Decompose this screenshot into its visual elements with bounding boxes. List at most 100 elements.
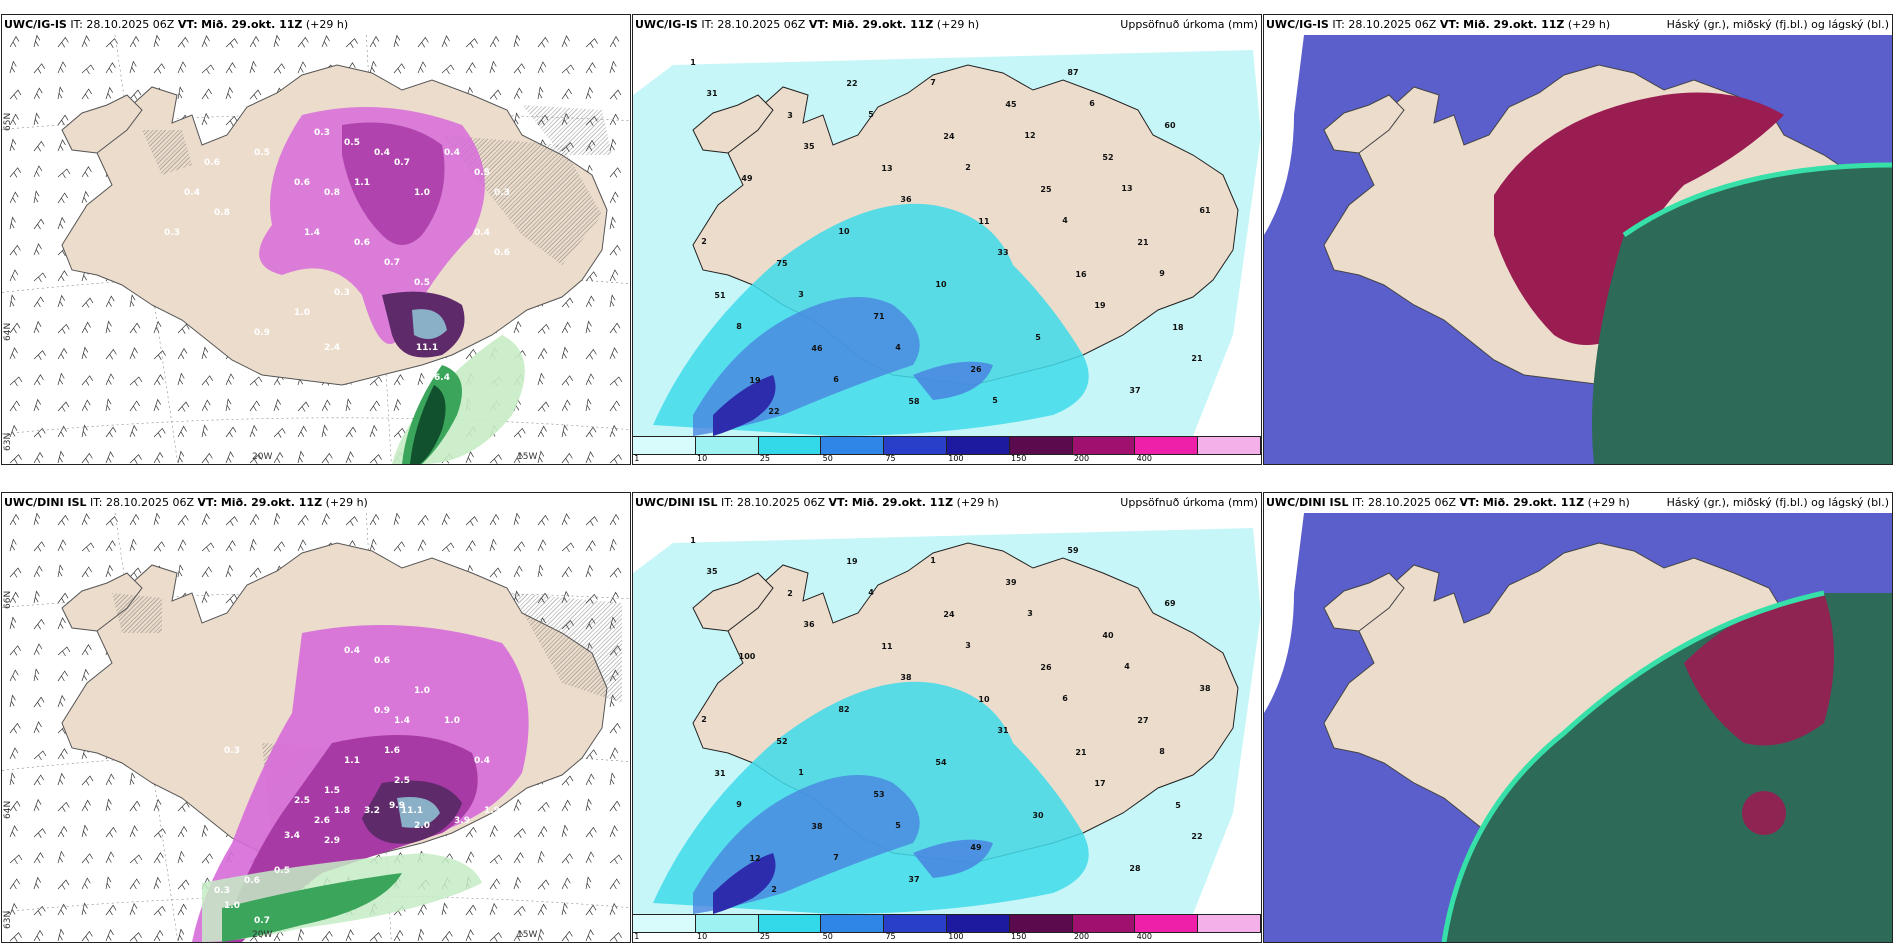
precip-rate-value: 0.9 [374,706,390,716]
accum-value: 52 [1102,153,1113,162]
precip-rate-value: 0.4 [474,228,490,238]
panel-igis-accum-precip: UWC/IG-IS IT: 28.10.2025 06Z VT: Mið. 29… [632,14,1262,465]
accum-value: 3 [798,290,804,299]
legend-tick: 200 [1073,932,1090,941]
accum-value: 11 [881,642,893,651]
accum-value: 22 [768,407,779,416]
lead-time: (+29 h) [325,496,368,509]
lon-label-2: 15W [517,930,537,940]
vt-label: VT: [828,496,849,509]
precip-rate-value: 11.1 [401,806,423,816]
accum-value: 6 [1089,99,1095,108]
valid-time: Mið. 29.okt. 11Z [220,496,323,509]
accum-value: 6 [1062,694,1068,703]
model-name: UWC/IG-IS [635,18,698,31]
vt-label: VT: [177,18,198,31]
precip-rate-value: 0.6 [374,656,390,666]
precip-rate-value: 0.5 [344,138,360,148]
accum-value: 87 [1067,68,1078,77]
accum-value: 19 [1094,301,1106,310]
precip-rate-value: 2.5 [294,796,310,806]
accum-value: 59 [1067,546,1079,555]
precip-rate-value: 0.5 [254,148,270,158]
precip-shade-50-75 [713,375,776,436]
accum-value: 22 [1191,832,1202,841]
precip-rate-value: 0.7 [254,916,270,926]
accum-value: 9 [736,800,742,809]
precip-rate-value: 0.3 [334,288,350,298]
legend-swatch [821,915,885,932]
init-time: 28.10.2025 06Z [1368,496,1457,509]
accum-value: 2 [771,885,777,894]
precip-rate-value: 2.0 [414,821,430,831]
accum-value: 31 [714,769,726,778]
model-name: UWC/IG-IS [4,18,67,31]
accum-value: 71 [873,312,885,321]
panel-header: UWC/DINI ISL IT: 28.10.2025 06Z VT: Mið.… [1264,493,1892,513]
westfjords-landmass [1323,94,1405,154]
precip-rate-value: 1.5 [324,786,340,796]
precip-rate-value: 0.6 [204,158,220,168]
accum-value: 5 [992,396,998,405]
legend-bar [633,914,1261,933]
legend-swatch [1198,915,1261,932]
precip-rate-map[interactable]: 0.4 0.6 1.0 1.4 1.6 1.1 1.5 2.5 3.2 2.0 9.911.1 3.9… [2,513,630,942]
precip-rate-value: 1.0 [414,188,430,198]
accum-value: 27 [1137,716,1148,725]
accum-value: 40 [1102,631,1114,640]
legend-tick: 200 [1073,454,1090,463]
precip-rate-value: 0.7 [394,158,410,168]
accum-value: 38 [811,822,823,831]
accum-value: 82 [838,705,849,714]
accum-value: 25 [1040,185,1052,194]
accum-precip-map[interactable]: 1313111618192224252151465845526175712687… [633,35,1261,436]
accum-value: 36 [803,620,815,629]
precip-rate-map[interactable]: 0.3 0.5 0.4 0.6 0.8 1.1 0.7 1.0 1.4 2.4 0.6 11.1 6.4… [2,35,630,464]
valid-time: Mið. 29.okt. 11Z [1463,18,1565,31]
accum-value: 58 [908,397,920,406]
legend-tick: 75 [885,932,896,941]
legend-swatch [695,437,759,454]
accum-precip-map[interactable]: 1211102151219242627313837394038525349596… [633,513,1261,914]
lead-time: (+29 h) [936,18,980,31]
snow-hatch-area [512,593,622,703]
accum-value: 21 [1191,354,1203,363]
accum-value: 8 [736,322,742,331]
precip-shade-glacier [913,361,993,400]
precip-rate-value: 0.4 [184,188,200,198]
cloud-cover-map[interactable] [1264,35,1892,464]
it-label: IT: [70,18,83,31]
precip-rate-value: 3.9 [454,816,470,826]
lat-label-2: 64N [3,801,13,819]
legend-swatch [1072,915,1136,932]
legend-swatch [695,915,759,932]
legend-tick: 25 [759,454,771,463]
accum-value: 6 [833,375,839,384]
precip-rate-value: 0.6 [294,178,310,188]
lat-label-1: 65N [3,113,13,131]
legend-tick: 1 [634,932,640,941]
color-scale-legend: 1 10 25 50 75 100 150 200 400 [633,914,1261,942]
accum-value: 3 [787,111,793,120]
lat-label-1: 66N [3,591,13,609]
accum-value: 53 [873,790,884,799]
cloud-cover-map[interactable] [1264,513,1892,942]
precip-rate-value: 0.7 [384,258,400,268]
panel-right-title: Uppsöfnuð úrkoma (mm) [1120,496,1258,509]
accum-value: 46 [811,344,823,353]
accum-value: 3 [965,641,971,650]
accum-value: 2 [787,589,793,598]
precip-rate-value: 1.0 [414,686,430,696]
precip-rate-value: 1.1 [354,178,370,188]
accum-value: 33 [997,248,1008,257]
precip-rate-value: 1.9 [484,806,500,816]
accum-value: 1 [690,58,696,67]
lead-time: (+29 h) [1587,496,1630,509]
accum-value: 24 [943,610,955,619]
legend-swatch [1135,437,1199,454]
legend-swatch [821,437,885,454]
legend-swatch [946,915,1010,932]
panel-dini-accum-precip: UWC/DINI ISL IT: 28.10.2025 06Z VT: Mið.… [632,492,1262,943]
legend-bar [633,436,1261,455]
accum-value: 100 [739,652,756,661]
